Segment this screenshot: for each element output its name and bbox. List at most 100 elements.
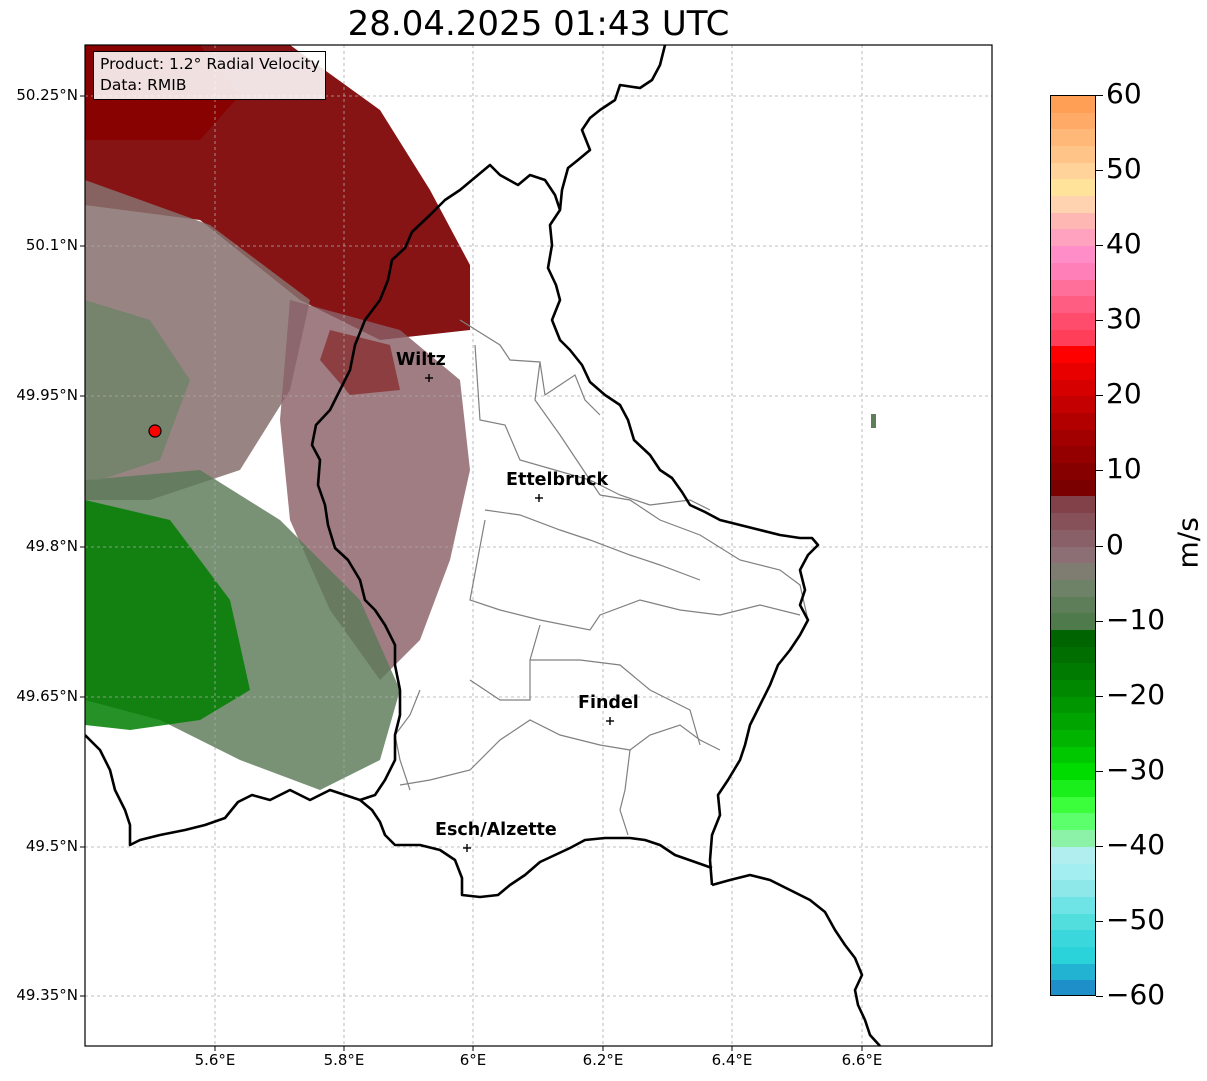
colorbar-segment — [1051, 96, 1095, 114]
axis-ticks — [80, 95, 863, 1051]
lat-tick-label: 50.1°N — [25, 236, 78, 254]
colorbar-segment — [1051, 796, 1095, 815]
colorbar-tick-label: −50 — [1106, 902, 1166, 936]
lon-tick-label: 6.2°E — [582, 1051, 624, 1069]
velocity-colorbar — [1050, 95, 1096, 996]
colorbar-tick-label: −40 — [1106, 827, 1166, 861]
colorbar-segment — [1051, 196, 1095, 214]
colorbar-tick-mark — [1096, 920, 1103, 922]
colorbar-tick-mark — [1096, 620, 1103, 622]
colorbar-tick-mark — [1096, 395, 1103, 397]
colorbar-segment — [1051, 513, 1095, 531]
colorbar-segment — [1051, 880, 1095, 898]
colorbar-tick-mark — [1096, 95, 1103, 96]
colorbar-segment — [1051, 463, 1095, 481]
colorbar-segment — [1051, 346, 1095, 364]
colorbar-segment — [1051, 579, 1095, 598]
colorbar-tick-label: −20 — [1106, 677, 1166, 711]
city-label-findel: Findel — [578, 693, 639, 713]
colorbar-segment — [1051, 329, 1095, 347]
colorbar-segment — [1051, 429, 1095, 447]
lon-tick-label: 6.6°E — [841, 1051, 883, 1069]
city-marker-wiltz — [425, 374, 433, 382]
colorbar-segment — [1051, 546, 1095, 564]
colorbar-tick-label: 30 — [1106, 302, 1142, 336]
lon-tick-label: 5.6°E — [194, 1051, 236, 1069]
colorbar-segment — [1051, 129, 1095, 147]
colorbar-segment — [1051, 963, 1095, 981]
city-marker-esch — [463, 844, 471, 852]
colorbar-tick-label: 0 — [1106, 527, 1124, 561]
colorbar-segment — [1051, 613, 1095, 631]
lat-tick-label: 49.95°N — [16, 386, 78, 404]
colorbar-tick-label: 50 — [1106, 152, 1142, 186]
colorbar-segment — [1051, 146, 1095, 164]
colorbar-segment — [1051, 913, 1095, 931]
colorbar-tick-mark — [1096, 545, 1103, 547]
colorbar-segment — [1051, 179, 1095, 197]
colorbar-segment — [1051, 312, 1095, 331]
lon-tick-label: 6.4°E — [711, 1051, 753, 1069]
colorbar-segment — [1051, 646, 1095, 664]
colorbar-segment — [1051, 679, 1095, 698]
colorbar-segment — [1051, 112, 1095, 130]
colorbar-tick-mark — [1096, 320, 1103, 322]
colorbar-segment — [1051, 863, 1095, 881]
colorbar-segment — [1051, 162, 1095, 181]
product-info-box: Product: 1.2° Radial Velocity Data: RMIB — [93, 51, 326, 100]
colorbar-segment — [1051, 830, 1095, 848]
colorbar-tick-label: 60 — [1106, 77, 1142, 110]
radar-site-marker — [148, 424, 162, 438]
colorbar-tick-label: −10 — [1106, 602, 1166, 636]
colorbar-segment — [1051, 279, 1095, 297]
lat-tick-label: 50.25°N — [16, 86, 78, 104]
colorbar-tick-label: −60 — [1106, 978, 1166, 1011]
lon-tick-label: 6°E — [459, 1051, 487, 1069]
product-label: Product: 1.2° Radial Velocity — [100, 55, 320, 73]
colorbar-segment — [1051, 946, 1095, 965]
colorbar-tick-mark — [1096, 845, 1103, 847]
colorbar-segment — [1051, 446, 1095, 464]
colorbar-tick-mark — [1096, 996, 1103, 997]
colorbar-segment — [1051, 663, 1095, 681]
colorbar-segment — [1051, 629, 1095, 648]
colorbar-segment — [1051, 730, 1095, 748]
colorbar-segment — [1051, 396, 1095, 414]
colorbar-tick-mark — [1096, 170, 1103, 172]
radar-velocity-echoes — [85, 45, 876, 790]
map-frame — [84, 44, 993, 1047]
colorbar-segment — [1051, 746, 1095, 764]
city-markers — [425, 374, 614, 852]
colorbar-segment — [1051, 930, 1095, 948]
colorbar-segment — [1051, 212, 1095, 231]
colorbar-tick-label: 10 — [1106, 452, 1142, 486]
city-label-ettelbruck: Ettelbruck — [506, 470, 609, 490]
city-marker-findel — [606, 717, 614, 725]
colorbar-segment — [1051, 296, 1095, 314]
colorbar-segment — [1051, 262, 1095, 281]
colorbar-segment — [1051, 980, 1095, 995]
colorbar-segment — [1051, 479, 1095, 498]
colorbar-segment — [1051, 529, 1095, 548]
map-area — [85, 45, 992, 1046]
colorbar-segment — [1051, 496, 1095, 514]
colorbar-segment — [1051, 596, 1095, 614]
colorbar-segment — [1051, 846, 1095, 865]
colorbar-tick-mark — [1096, 245, 1103, 247]
colorbar-segment — [1051, 413, 1095, 431]
colorbar-segment — [1051, 780, 1095, 798]
city-label-wiltz: Wiltz — [396, 350, 446, 370]
colorbar-segment — [1051, 713, 1095, 731]
colorbar-tick-label: 40 — [1106, 227, 1142, 261]
lat-tick-label: 49.35°N — [16, 986, 78, 1004]
canton-borders — [394, 319, 809, 836]
colorbar-segment — [1051, 362, 1095, 381]
colorbar-tick-mark — [1096, 470, 1103, 472]
lat-tick-label: 49.65°N — [16, 687, 78, 705]
colorbar-segment — [1051, 896, 1095, 915]
colorbar-tick-label: −30 — [1106, 752, 1166, 786]
city-marker-ettelbruck — [535, 494, 543, 502]
colorbar-tick-mark — [1096, 770, 1103, 772]
colorbar-tick-mark — [1096, 695, 1103, 697]
